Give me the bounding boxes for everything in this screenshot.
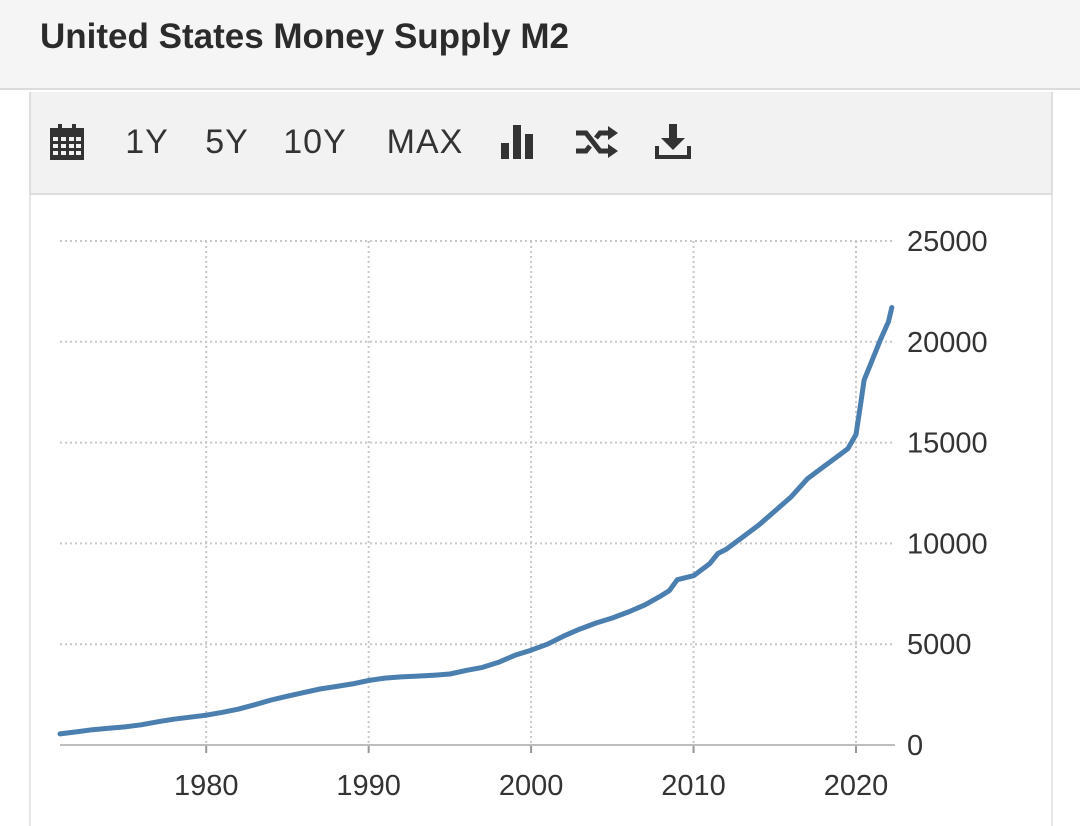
bar-chart-icon [501, 125, 533, 159]
series-line-m2 [57, 305, 895, 737]
calendar-icon [50, 124, 84, 160]
x-tick-label: 1980 [174, 770, 239, 802]
shuffle-icon [576, 126, 618, 158]
range-10y-button[interactable]: 10Y [283, 122, 347, 161]
x-tick-label: 2000 [499, 770, 564, 802]
chart-type-button[interactable] [499, 117, 539, 167]
calendar-button[interactable] [47, 117, 87, 167]
range-max-button[interactable]: MAX [386, 122, 464, 161]
y-tick-label: 5000 [907, 629, 972, 661]
x-tick-label: 2010 [661, 770, 726, 802]
y-tick-label: 15000 [907, 428, 988, 460]
y-tick-label: 25000 [907, 226, 988, 258]
chart-toolbar: 1Y 5Y 10Y MAX [29, 92, 1053, 195]
page-header: United States Money Supply M2 [0, 0, 1080, 90]
x-tick-label: 1990 [336, 770, 401, 802]
y-tick-label: 10000 [907, 528, 988, 560]
range-5y-button[interactable]: 5Y [205, 122, 249, 161]
y-tick-label: 20000 [907, 327, 988, 359]
compare-button[interactable] [573, 117, 621, 167]
page-title: United States Money Supply M2 [40, 17, 569, 56]
y-tick-label: 0 [907, 730, 923, 762]
x-tick-label: 2020 [824, 770, 889, 802]
chart-panel [29, 92, 1053, 826]
download-button[interactable] [653, 117, 693, 167]
range-1y-button[interactable]: 1Y [125, 122, 169, 161]
download-icon [655, 124, 691, 159]
